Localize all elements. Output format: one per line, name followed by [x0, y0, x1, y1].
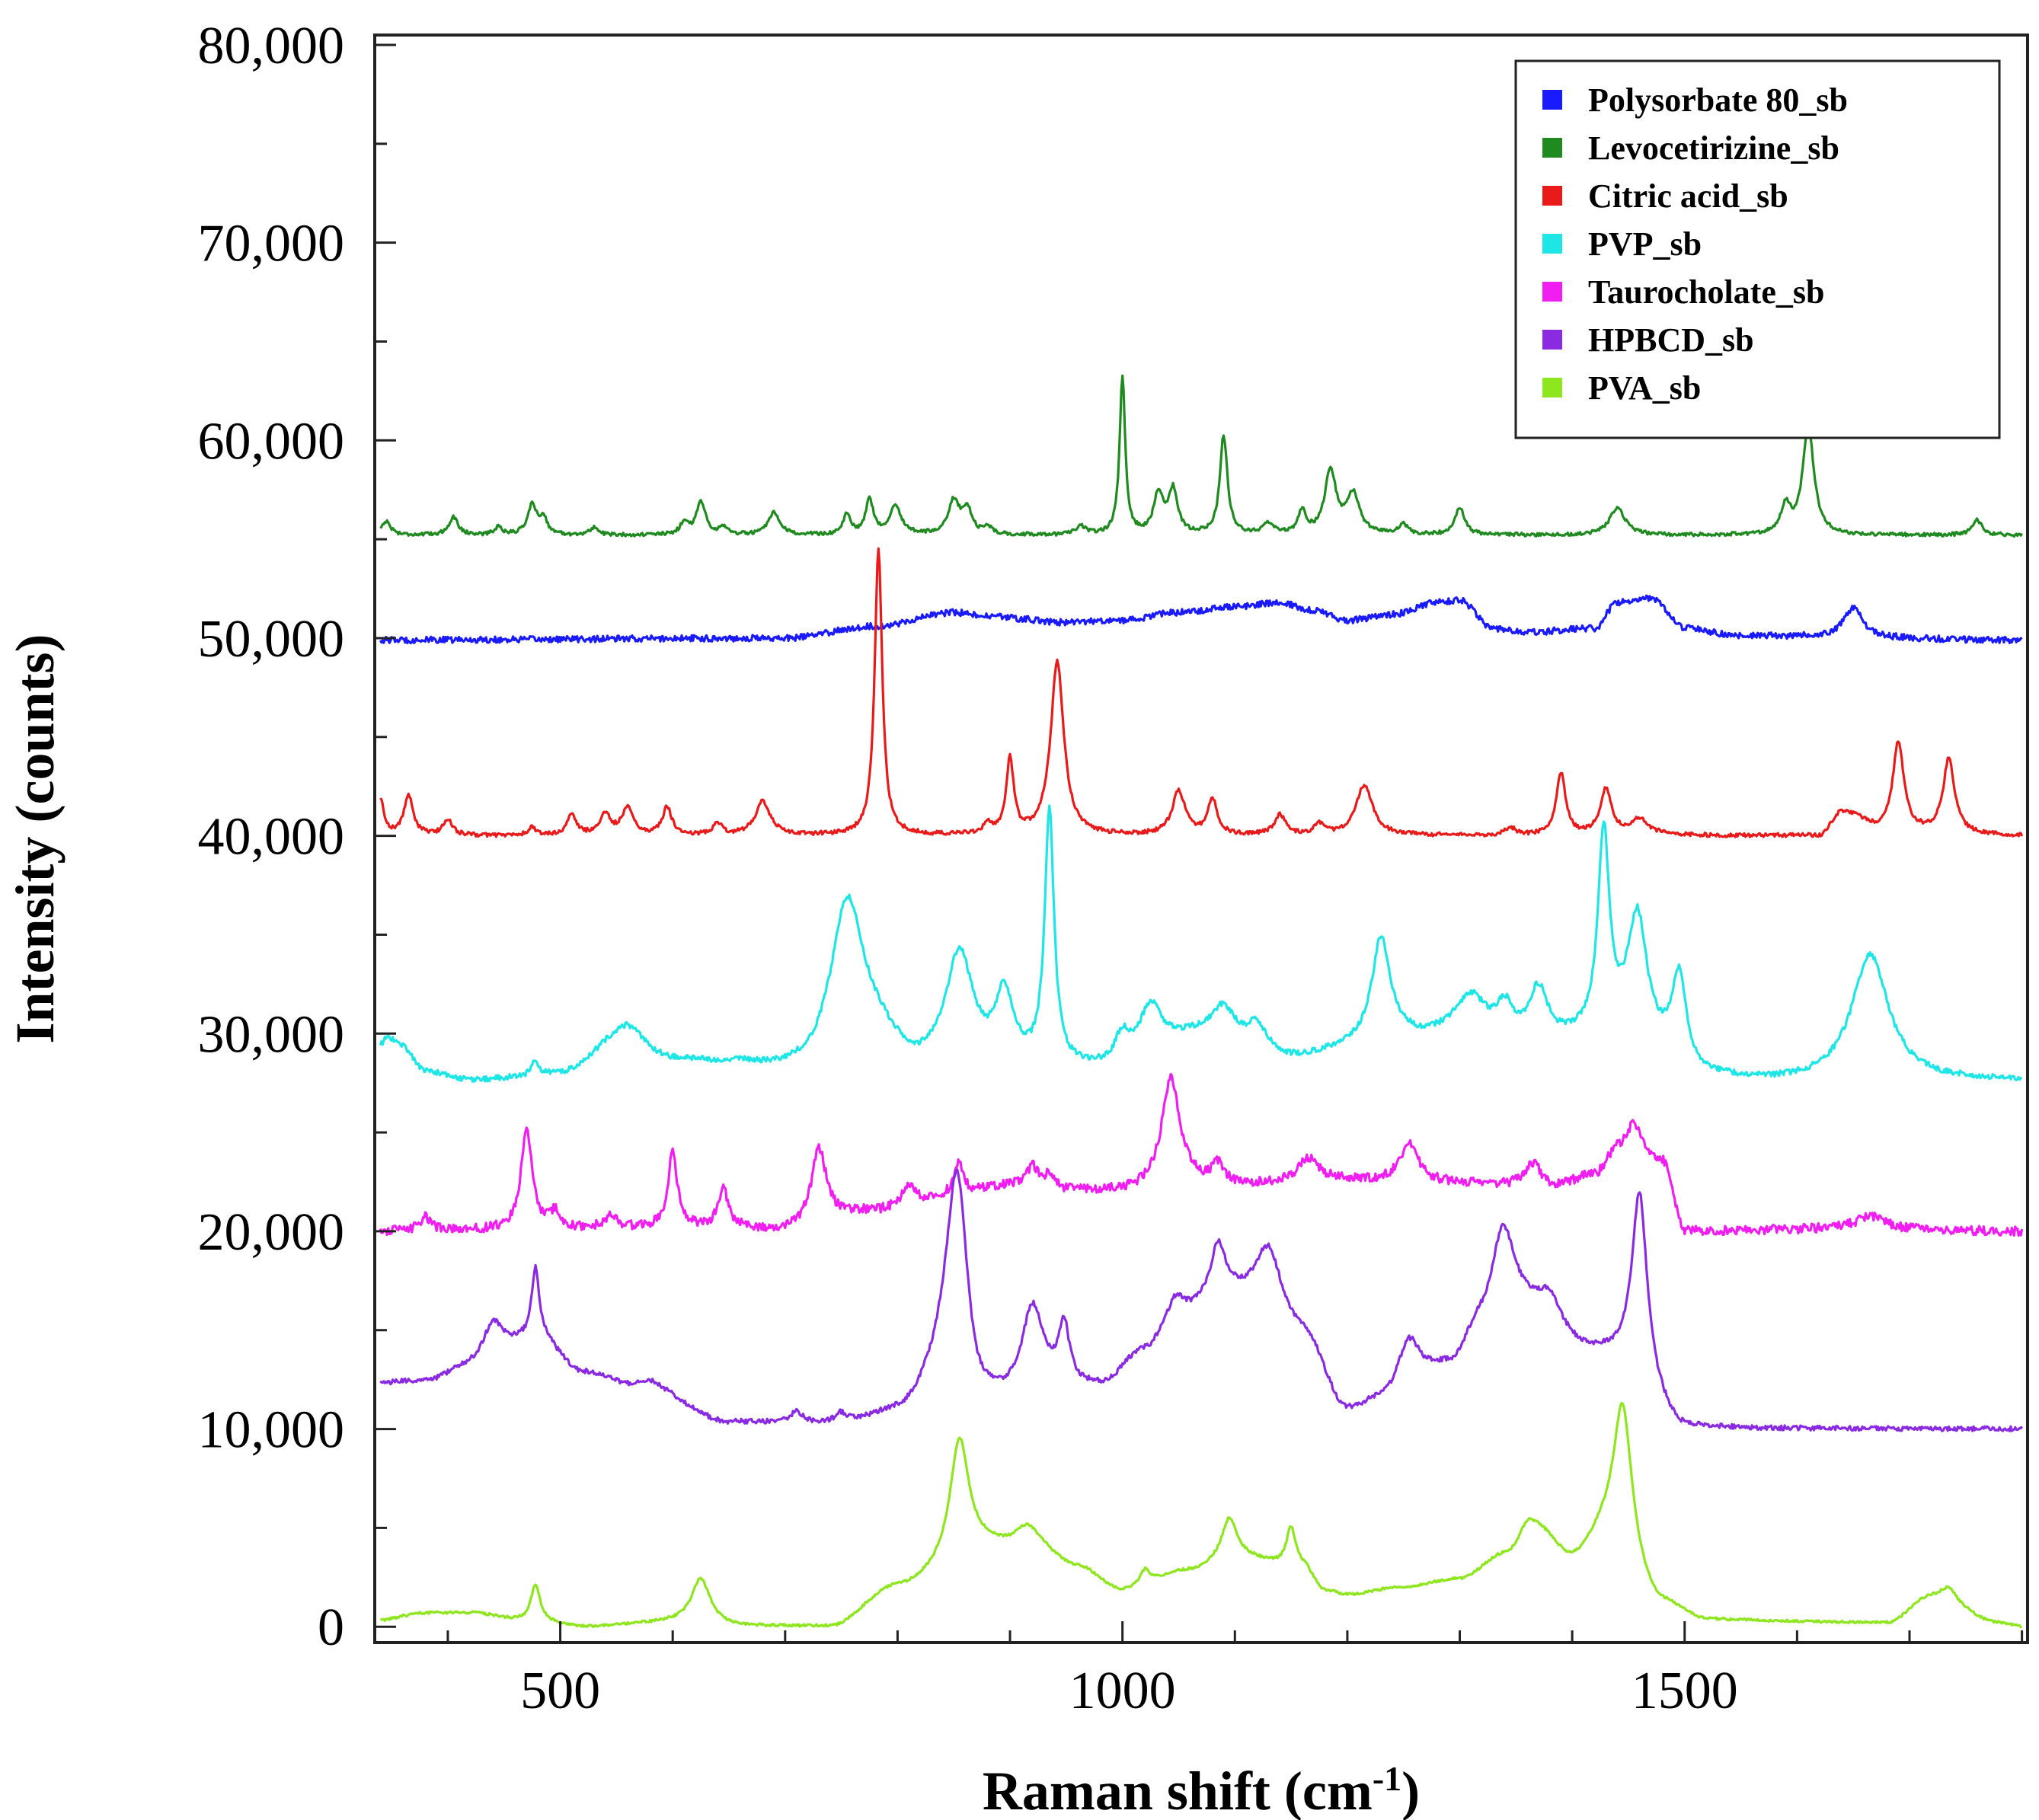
x-axis-title: Raman shift (cm-1): [983, 1759, 1420, 1820]
y-axis: 0 10,000 20,000 30,000 40,000 50,000 60,000 70,…: [198, 17, 396, 1657]
y-tick-label: 30,000: [198, 1005, 345, 1064]
legend-label: Polysorbate 80_sb: [1588, 81, 1848, 119]
x-axis-title-close: ): [1401, 1761, 1420, 1820]
legend-swatch: [1542, 90, 1562, 110]
legend-swatch: [1542, 378, 1562, 398]
series-line-taurocholate-sb: [379, 1072, 2024, 1237]
x-axis-title-main: Raman shift (cm: [983, 1761, 1373, 1820]
y-tick-label: 60,000: [198, 412, 345, 471]
y-tick-label: 80,000: [198, 17, 345, 75]
y-axis-title: Intensity (counts): [5, 634, 66, 1043]
legend-label: PVP_sb: [1588, 225, 1702, 263]
plot-frame: [373, 34, 2029, 1644]
y-tick-label: 40,000: [198, 808, 345, 867]
series-line-citric-acid-sb: [379, 547, 2024, 838]
series-line-polysorbate-80-sb: [379, 594, 2023, 645]
legend-swatch: [1542, 186, 1562, 206]
series-line-hpbcd-sb: [379, 1168, 2023, 1432]
legend-swatch: [1542, 234, 1562, 254]
x-tick-label: 1000: [1069, 1662, 1176, 1720]
legend-swatch: [1542, 138, 1562, 158]
legend-label: HPBCD_sb: [1588, 321, 1754, 359]
legend: Polysorbate 80_sb Levocetirizine_sb Citric…: [1514, 59, 2001, 439]
x-axis-title-superscript: -1: [1373, 1759, 1401, 1798]
y-tick-label: 0: [318, 1598, 344, 1657]
legend-label: Citric acid_sb: [1588, 177, 1788, 215]
y-tick-label: 10,000: [198, 1401, 345, 1460]
legend-label: PVA_sb: [1588, 369, 1701, 407]
x-tick-label: 1500: [1632, 1662, 1738, 1720]
legend-box: [1514, 59, 2001, 439]
y-tick-label: 20,000: [198, 1203, 345, 1262]
legend-swatch: [1542, 330, 1562, 350]
legend-label: Taurocholate_sb: [1588, 273, 1825, 311]
legend-label: Levocetirizine_sb: [1588, 129, 1839, 167]
y-tick-label: 50,000: [198, 610, 345, 669]
x-tick-label: 500: [520, 1662, 600, 1720]
series-line-pva-sb: [380, 1401, 2022, 1629]
series-line-pvp-sb: [379, 804, 2022, 1083]
series-line-levocetirizine-sb: [379, 374, 2023, 538]
legend-swatch: [1542, 282, 1562, 302]
x-axis: 500 1000 1500: [446, 1621, 2024, 1720]
series-layer: [379, 374, 2024, 1629]
y-tick-label: 70,000: [198, 215, 345, 273]
